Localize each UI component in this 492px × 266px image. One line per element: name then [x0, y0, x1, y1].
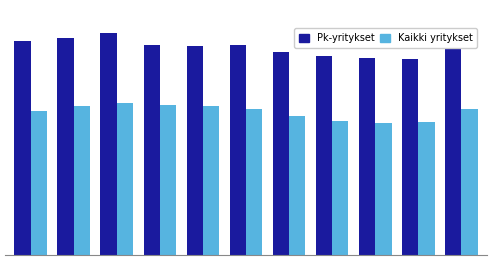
Bar — [402, 59, 418, 255]
Bar — [289, 117, 306, 255]
Bar — [203, 106, 219, 255]
Bar — [14, 41, 31, 255]
Bar — [273, 52, 289, 255]
Bar — [117, 103, 133, 255]
Bar — [461, 109, 478, 255]
Bar — [144, 45, 160, 255]
Bar — [186, 46, 203, 255]
Bar — [246, 109, 262, 255]
Bar — [100, 33, 117, 255]
Bar — [160, 105, 176, 255]
Bar — [332, 121, 348, 255]
Bar — [31, 111, 47, 255]
Bar — [445, 46, 461, 255]
Bar — [418, 122, 434, 255]
Bar — [74, 106, 90, 255]
Bar — [375, 123, 392, 255]
Bar — [58, 39, 74, 255]
Bar — [316, 56, 332, 255]
Legend: Pk-yritykset, Kaikki yritykset: Pk-yritykset, Kaikki yritykset — [294, 28, 477, 48]
Bar — [230, 45, 246, 255]
Bar — [359, 58, 375, 255]
